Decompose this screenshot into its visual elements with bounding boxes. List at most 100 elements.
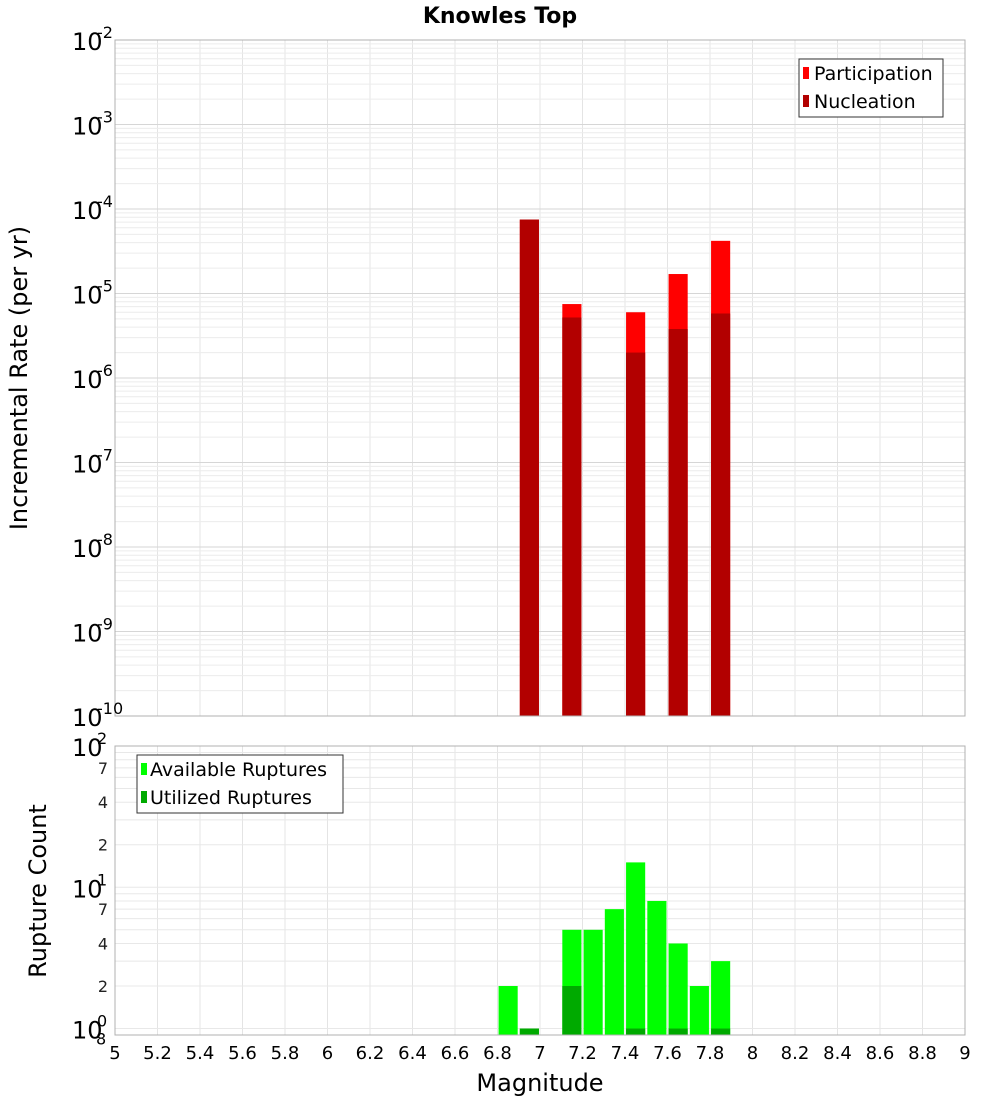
rate-y-tick: 10-2 xyxy=(72,23,113,56)
count-y-tick-base: 10 xyxy=(72,875,103,903)
rate-y-tick-base: 10 xyxy=(72,366,103,394)
x-tick-label: 6 xyxy=(322,1043,333,1064)
rate-y-tick: 10-9 xyxy=(72,615,113,648)
count-y-tick-base: 10 xyxy=(72,734,103,762)
x-tick-label: 8.6 xyxy=(866,1043,895,1064)
utilized-ruptures-bar xyxy=(711,1028,731,1035)
utilized-ruptures-bar xyxy=(668,1028,688,1035)
x-tick-label: 8.2 xyxy=(781,1043,810,1064)
rate-y-tick-base: 10 xyxy=(72,197,103,225)
x-tick-label: 7 xyxy=(534,1043,545,1064)
x-tick-label: 7.2 xyxy=(568,1043,597,1064)
rate-y-tick: 10-5 xyxy=(72,277,113,310)
count-y-axis-label: Rupture Count xyxy=(24,804,52,978)
nucleation-legend-swatch xyxy=(803,95,809,107)
x-tick-label: 6.6 xyxy=(441,1043,470,1064)
count-y-tick: 102 xyxy=(72,729,107,762)
available-ruptures-bar xyxy=(626,862,646,1035)
rate-gridlines xyxy=(114,40,966,717)
count-y-minor-tick: 2 xyxy=(98,977,108,996)
nucleation-bar xyxy=(711,313,731,716)
x-tick-label: 8.4 xyxy=(823,1043,852,1064)
x-tick-label: 6.2 xyxy=(356,1043,385,1064)
count-y-tick-exponent: 0 xyxy=(97,1012,107,1031)
x-tick-label: 7.6 xyxy=(653,1043,682,1064)
available-ruptures-bar xyxy=(498,986,518,1035)
rate-y-tick-base: 10 xyxy=(72,451,103,479)
rate-y-tick-base: 10 xyxy=(72,282,103,310)
rate-y-tick-exponent: -9 xyxy=(97,615,113,634)
rate-y-tick-exponent: -10 xyxy=(97,699,123,718)
utilized-legend-swatch xyxy=(141,791,147,803)
available-ruptures-bar xyxy=(711,961,731,1035)
available-legend-swatch xyxy=(141,763,147,775)
rate-y-tick-exponent: -5 xyxy=(97,277,113,296)
x-tick-label: 6.4 xyxy=(398,1043,427,1064)
count-y-minor-tick: 7 xyxy=(98,900,108,919)
available-legend-label: Available Ruptures xyxy=(150,759,327,781)
count-y-tick-exponent: 2 xyxy=(97,729,107,748)
count-y-tick: 101 xyxy=(72,870,107,903)
rate-y-tick-base: 10 xyxy=(72,535,103,563)
rate-y-tick: 10-6 xyxy=(72,361,113,394)
participation-legend-swatch xyxy=(803,67,809,79)
nucleation-bar xyxy=(562,317,582,716)
rate-y-tick-base: 10 xyxy=(72,113,103,141)
utilized-legend-label: Utilized Ruptures xyxy=(150,787,312,809)
x-tick-labels: 5 5.2 5.4 5.6 5.8 6 6.2 6.4 6.6 6.8 7 7.2 7.4 7.6 7.8 8… xyxy=(109,1043,970,1064)
rate-y-tick: 10-4 xyxy=(72,192,113,225)
rate-y-tick-exponent: -3 xyxy=(97,108,113,127)
rate-y-tick-base: 10 xyxy=(72,704,103,732)
x-tick-label: 8 xyxy=(747,1043,758,1064)
rate-bars xyxy=(519,219,731,717)
rate-y-tick: 10-7 xyxy=(72,446,113,479)
count-y-tick-sublabel: 8 xyxy=(96,1030,106,1049)
chart-title: Knowles Top xyxy=(423,4,577,29)
available-ruptures-bar xyxy=(647,900,667,1035)
utilized-ruptures-bar xyxy=(562,986,582,1035)
x-tick-label: 5 xyxy=(109,1043,120,1064)
available-ruptures-bar xyxy=(668,943,688,1035)
available-ruptures-bar xyxy=(604,909,624,1035)
count-plot-border xyxy=(114,745,966,1036)
rate-y-tick: 10-3 xyxy=(72,108,113,141)
x-tick-label: 8.8 xyxy=(908,1043,937,1064)
rate-y-tick-base: 10 xyxy=(72,28,103,56)
count-y-tick-exponent: 1 xyxy=(97,870,107,889)
x-tick-label: 7.4 xyxy=(611,1043,640,1064)
participation-legend-label: Participation xyxy=(814,63,933,85)
rate-legend: Participation Nucleation xyxy=(798,58,944,118)
available-ruptures-bar xyxy=(689,986,709,1035)
x-tick-label: 5.2 xyxy=(143,1043,172,1064)
x-tick-label: 5.8 xyxy=(271,1043,300,1064)
count-y-minor-tick: 2 xyxy=(98,836,108,855)
nucleation-bar xyxy=(519,219,539,717)
rate-plot-border xyxy=(114,39,966,717)
utilized-ruptures-bar xyxy=(519,1028,539,1035)
rate-y-tick: 10-8 xyxy=(72,530,113,563)
count-legend: Available Ruptures Utilized Ruptures xyxy=(136,754,344,814)
available-ruptures-bar xyxy=(583,929,603,1035)
count-y-tick-base: 10 xyxy=(72,1017,103,1045)
rate-y-tick-exponent: -7 xyxy=(97,446,113,465)
count-bars xyxy=(498,862,731,1035)
rate-y-axis-label: Incremental Rate (per yr) xyxy=(5,226,33,530)
x-tick-label: 7.8 xyxy=(696,1043,725,1064)
rate-y-tick-base: 10 xyxy=(72,620,103,648)
rate-y-tick: 10-10 xyxy=(72,699,123,732)
x-tick-label: 9 xyxy=(959,1043,970,1064)
rate-legend-box xyxy=(798,58,944,118)
rate-y-tick-exponent: -2 xyxy=(97,23,113,42)
x-axis-label: Magnitude xyxy=(476,1069,603,1097)
nucleation-bar xyxy=(668,329,688,716)
count-legend-box xyxy=(136,754,344,814)
x-tick-label: 5.6 xyxy=(228,1043,257,1064)
count-y-minor-tick: 4 xyxy=(98,793,108,812)
utilized-ruptures-bar xyxy=(626,1028,646,1035)
